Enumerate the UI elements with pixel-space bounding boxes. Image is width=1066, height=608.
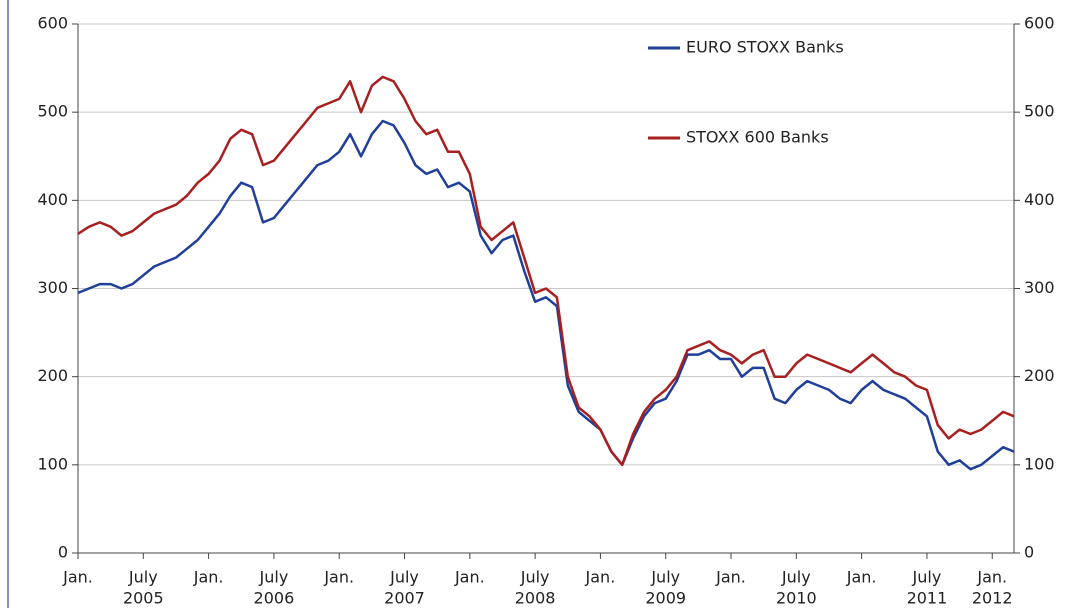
x-year-label: 2009	[645, 589, 686, 608]
x-tick-label: July	[520, 568, 550, 587]
x-tick-label: Jan.	[454, 568, 485, 587]
x-tick-label: Jan.	[976, 568, 1007, 587]
legend-label: EURO STOXX Banks	[686, 38, 844, 57]
x-tick-label: July	[259, 568, 289, 587]
x-year-label: 2012	[972, 589, 1013, 608]
y2-tick-label: 500	[1024, 102, 1055, 121]
x-year-label: 2011	[907, 589, 948, 608]
x-tick-label: July	[650, 568, 680, 587]
x-tick-label: Jan.	[715, 568, 746, 587]
y-tick-label: 500	[37, 102, 68, 121]
y-tick-label: 100	[37, 454, 68, 473]
x-tick-label: Jan.	[323, 568, 354, 587]
legend-label: STOXX 600 Banks	[686, 128, 829, 147]
x-year-label: 2007	[384, 589, 425, 608]
y2-tick-label: 400	[1024, 190, 1055, 209]
y2-tick-label: 0	[1024, 543, 1034, 562]
y2-tick-label: 200	[1024, 366, 1055, 385]
x-tick-label: July	[128, 568, 158, 587]
series-line	[77, 75, 1015, 467]
y2-tick-label: 600	[1024, 14, 1055, 33]
y-tick-label: 600	[37, 14, 68, 33]
y2-tick-label: 100	[1024, 454, 1055, 473]
y-tick-label: 0	[58, 543, 68, 562]
x-tick-label: Jan.	[62, 568, 93, 587]
x-year-label: 2010	[776, 589, 817, 608]
x-year-label: 2008	[515, 589, 556, 608]
x-tick-label: July	[781, 568, 811, 587]
x-tick-label: Jan.	[193, 568, 224, 587]
y-tick-label: 400	[37, 190, 68, 209]
x-tick-label: Jan.	[585, 568, 616, 587]
x-tick-label: July	[912, 568, 942, 587]
series-line	[77, 119, 1015, 471]
x-tick-label: Jan.	[846, 568, 877, 587]
y-tick-label: 200	[37, 366, 68, 385]
x-year-label: 2005	[123, 589, 164, 608]
y2-tick-label: 300	[1024, 278, 1055, 297]
y-tick-label: 300	[37, 278, 68, 297]
x-tick-label: July	[389, 568, 419, 587]
x-year-label: 2006	[254, 589, 295, 608]
